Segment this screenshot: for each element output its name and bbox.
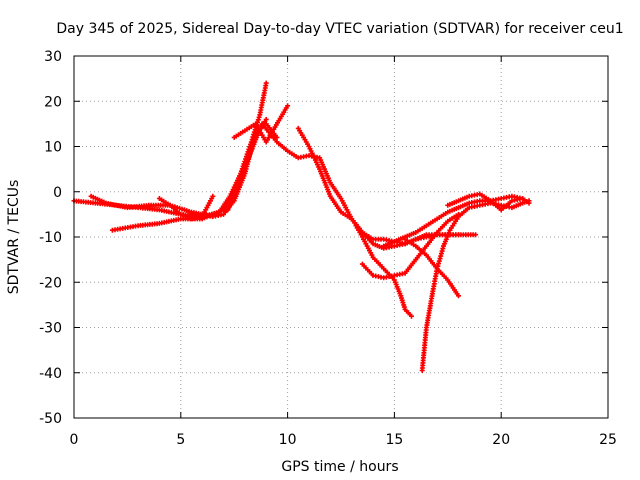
y-tick-label: -10 xyxy=(39,230,62,246)
series-arc-10 xyxy=(402,236,461,299)
x-axis-label: GPS time / hours xyxy=(281,459,398,475)
y-tick-label: 10 xyxy=(44,140,62,156)
x-tick-label: 25 xyxy=(599,432,617,448)
x-tick-label: 15 xyxy=(385,432,403,448)
data-point xyxy=(456,293,461,299)
chart-title: Day 345 of 2025, Sidereal Day-to-day VTE… xyxy=(56,21,623,37)
y-tick-label: 30 xyxy=(44,49,62,65)
series-arc-4 xyxy=(156,193,216,222)
y-tick-label: -30 xyxy=(39,321,62,337)
data-point xyxy=(526,198,532,204)
x-tick-label: 5 xyxy=(176,432,185,448)
x-tick-label: 0 xyxy=(70,432,79,448)
y-tick-label: -20 xyxy=(39,275,62,291)
y-tick-label: -50 xyxy=(39,411,62,427)
x-tick-label: 20 xyxy=(492,432,510,448)
y-tick-label: -40 xyxy=(39,366,62,382)
axis-ticks xyxy=(73,55,609,419)
data-point xyxy=(473,232,479,238)
data-point xyxy=(210,193,216,199)
series-arc-12 xyxy=(419,198,532,373)
y-tick-label: 0 xyxy=(53,185,62,201)
y-tick-label: 20 xyxy=(44,94,62,110)
data-point xyxy=(520,196,526,201)
data-series xyxy=(71,80,532,373)
data-point xyxy=(409,313,414,319)
data-point xyxy=(263,80,269,86)
series-arc-11 xyxy=(381,193,532,249)
series-arc-13 xyxy=(445,191,526,213)
data-point xyxy=(285,103,291,109)
x-tick-label: 10 xyxy=(279,432,297,448)
y-tick-labels: -50 -40 -30 -20 -10 0 10 20 30 xyxy=(39,49,62,427)
data-point xyxy=(255,117,261,123)
series-arc-9 xyxy=(359,211,461,281)
grid-lines xyxy=(74,56,608,418)
data-point xyxy=(263,116,269,122)
x-tick-labels: 0 5 10 15 20 25 xyxy=(70,432,617,448)
y-axis-label: SDTVAR / TECUs xyxy=(6,180,22,295)
